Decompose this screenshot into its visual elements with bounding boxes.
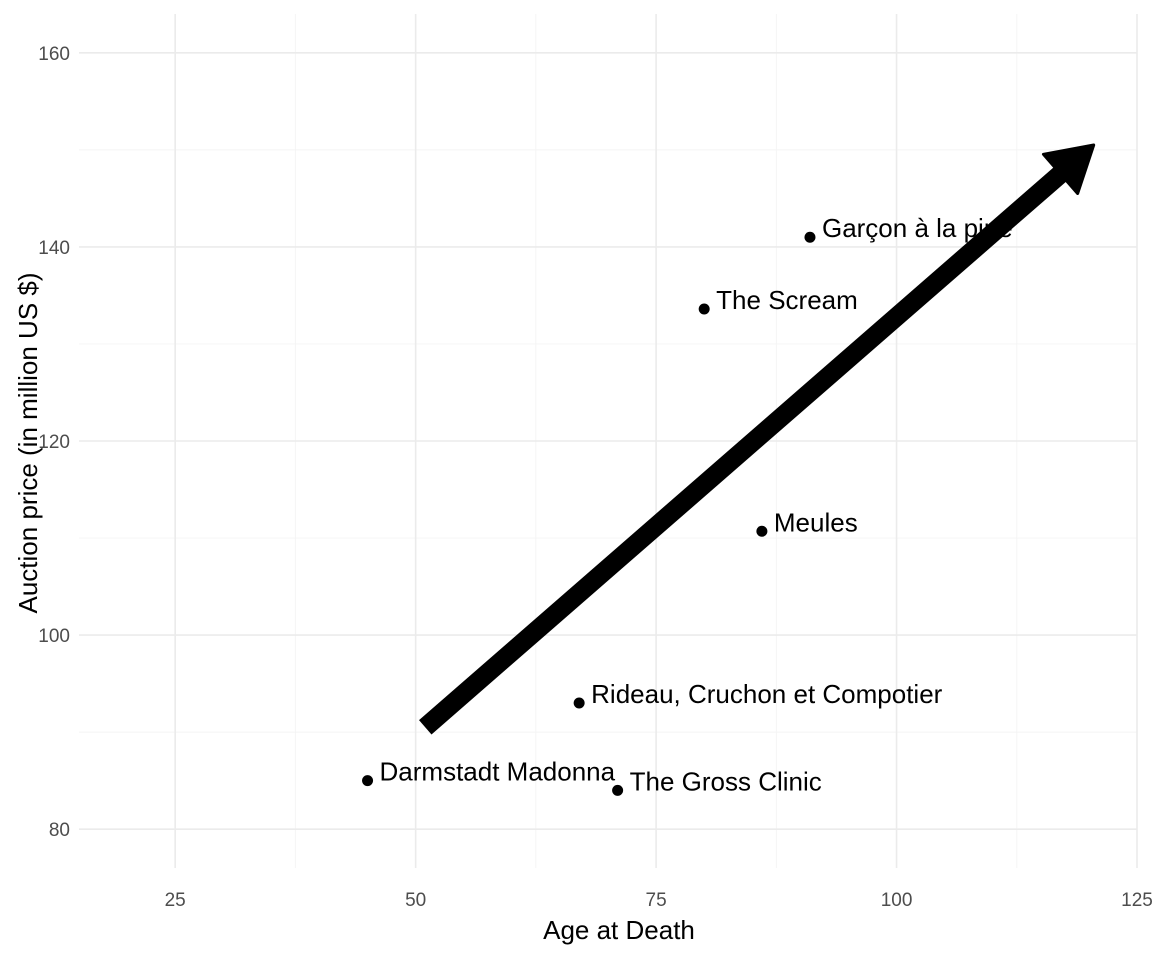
y-axis-title: Auction price (in million US $)	[13, 272, 43, 613]
x-tick-label: 100	[881, 890, 913, 911]
point-label: The Gross Clinic	[630, 766, 822, 796]
data-points	[362, 231, 816, 796]
x-tick-label: 75	[646, 890, 667, 911]
data-point	[698, 303, 710, 315]
data-point	[362, 775, 374, 787]
point-label: Meules	[774, 507, 858, 537]
y-tick-label: 120	[38, 432, 70, 453]
arrow-head	[1041, 143, 1096, 196]
arrow-shaft	[419, 164, 1070, 735]
y-tick-label: 160	[38, 44, 70, 65]
x-tick-label: 50	[405, 890, 426, 911]
data-point	[804, 231, 816, 243]
y-tick-label: 140	[38, 238, 70, 259]
x-tick-label: 25	[165, 890, 186, 911]
x-tick-label: 125	[1121, 890, 1152, 911]
y-tick-label: 100	[38, 626, 70, 647]
trend-arrow	[419, 143, 1096, 735]
y-tick-label: 80	[49, 820, 70, 841]
data-point	[756, 525, 768, 537]
x-axis-title: Age at Death	[543, 915, 695, 945]
data-point	[612, 784, 624, 796]
tick-labels: 25 50 75 100 125 80 100 120 140 160	[38, 44, 1152, 911]
grid	[79, 14, 1138, 868]
point-label: Darmstadt Madonna	[380, 757, 616, 787]
data-point	[573, 697, 585, 709]
point-label: The Scream	[716, 285, 858, 315]
point-label: Rideau, Cruchon et Compotier	[591, 679, 943, 709]
